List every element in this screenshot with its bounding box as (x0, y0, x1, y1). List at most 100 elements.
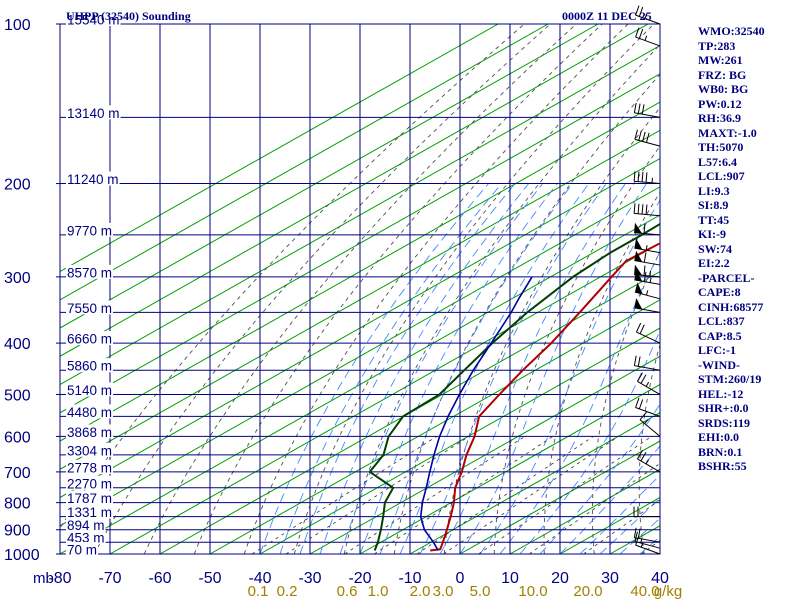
isotherm-line (309, 355, 660, 554)
height-label: 1331 m (67, 505, 112, 520)
wind-barb (634, 250, 661, 266)
wind-barb (639, 411, 661, 437)
mixing-ratio-line (251, 436, 437, 554)
isotherm-line (60, 73, 660, 414)
height-label-background (66, 331, 114, 346)
temperature-tick-label: 0 (456, 570, 465, 587)
moist-adiabat-line (419, 183, 607, 554)
height-label-background (66, 171, 120, 186)
mixing-ratio-line (416, 436, 594, 554)
dry-adiabat-line (193, 24, 603, 554)
parameter-item: HEL:-12 (698, 386, 744, 401)
isotherm-line (359, 383, 660, 554)
height-label: 5860 m (67, 359, 112, 374)
parcel-profile-line (419, 276, 533, 551)
height-label: 15540 m (67, 13, 120, 28)
parameter-item: EI:2.2 (698, 256, 730, 270)
moist-adiabat-line (539, 403, 660, 554)
pressure-label: 700 (4, 465, 31, 482)
parameter-item: LCL:837 (698, 314, 745, 328)
mixing-ratio-label: 3.0 (433, 583, 454, 600)
pressure-label: 500 (4, 387, 31, 404)
dewpoint-profile-line (368, 222, 660, 551)
pressure-label: 600 (4, 429, 31, 446)
wind-barb (635, 397, 661, 417)
height-label-background (66, 404, 114, 419)
parameter-item: PW:0.12 (698, 96, 742, 111)
pressure-unit-label: mb (33, 570, 54, 587)
pressure-label: 900 (4, 523, 31, 540)
moist-adiabat-line (359, 183, 558, 554)
height-label-background (66, 504, 114, 519)
wind-barb (637, 449, 661, 473)
parameter-item: LI:9.3 (698, 183, 730, 198)
height-label-background (66, 300, 114, 315)
wind-barb (635, 322, 661, 344)
parameter-item: SI:8.9 (698, 198, 729, 212)
height-label: 11240 m (67, 172, 119, 187)
isotherm-line (60, 186, 660, 527)
dry-adiabat-line (243, 24, 629, 554)
parameter-item: SW:74 (698, 241, 733, 256)
height-label-background (66, 490, 114, 505)
dry-adiabat-line (93, 24, 551, 554)
height-label-background (66, 105, 121, 120)
height-label-background (66, 517, 106, 532)
temperature-tick-label: 40 (651, 570, 669, 587)
isotherm-line (60, 24, 549, 301)
parameter-item: TT:45 (698, 212, 730, 227)
mixing-ratio-label: 10.0 (518, 583, 547, 600)
height-label: 453 m (67, 531, 105, 546)
parameter-item: CINH:68577 (698, 299, 764, 314)
isotherm-line (109, 242, 660, 554)
wind-barb (633, 506, 660, 518)
parameter-item: STM:260/19 (698, 372, 762, 386)
height-label: 6660 m (67, 332, 112, 347)
pressure-label: 400 (4, 336, 31, 353)
parameter-item: EHI:0.0 (698, 430, 740, 444)
moist-adiabat-line (479, 199, 660, 554)
wind-barb (634, 222, 661, 236)
mixing-ratio-label: 2.0 (410, 583, 431, 600)
wind-barb (634, 238, 661, 254)
wind-barb (634, 264, 661, 278)
wind-barb (633, 171, 661, 185)
isotherm-line (60, 214, 660, 554)
dry-adiabat-line (60, 24, 525, 529)
temperature-profile-line (430, 242, 660, 552)
mixing-ratio-label: 5.0 (470, 583, 491, 600)
height-label: 7550 m (67, 301, 112, 316)
moist-adiabat-line (579, 474, 660, 554)
temperature-tick-label: -50 (198, 570, 221, 587)
plot-frame (59, 23, 661, 555)
parameter-item: SHR+:0.0 (698, 401, 749, 415)
height-label: 2778 m (67, 460, 112, 475)
height-label: 70 m (67, 543, 97, 558)
parameter-item: FRZ: BG (698, 67, 747, 82)
isotherm-line (159, 270, 660, 554)
mixing-ratio-line (285, 436, 470, 554)
parameter-item: L57:6.4 (698, 154, 737, 169)
parameter-item: WB0: BG (698, 82, 749, 96)
isotherm-line (60, 157, 660, 499)
mixing-ratio-line (374, 436, 554, 554)
temperature-tick-label: -70 (98, 570, 121, 587)
parameter-item: CAPE:8 (698, 285, 741, 299)
temperature-tick-label: -40 (248, 570, 271, 587)
moist-adiabat-line (599, 497, 660, 554)
parameter-item: SRDS:119 (698, 415, 751, 430)
moist-adiabat-line (339, 183, 544, 554)
wind-barb (637, 372, 661, 395)
pressure-label: 1000 (4, 547, 40, 564)
isotherm-line (60, 24, 499, 273)
isotherm-line (259, 327, 660, 554)
wind-barb (633, 203, 661, 217)
height-label-background (66, 222, 114, 237)
temperature-tick-label: -80 (48, 570, 71, 587)
dry-adiabat-line (591, 250, 660, 554)
temperature-tick-label: 20 (551, 570, 569, 587)
wind-barb (634, 297, 661, 313)
isotherm-line (60, 44, 660, 386)
isotherm-line (60, 24, 599, 329)
parameter-item: TH:5070 (698, 140, 744, 154)
